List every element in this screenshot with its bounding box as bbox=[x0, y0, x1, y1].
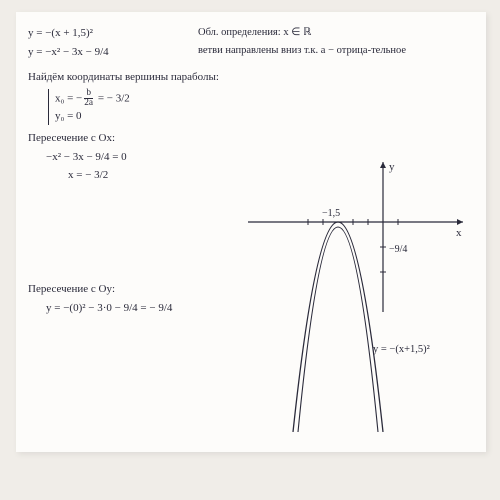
vertex-y0: y₀ = 0 bbox=[55, 108, 474, 125]
vertex-title: Найдём координаты вершины параболы: bbox=[28, 70, 474, 85]
parabola-graph: y x −1,5 −9/4 y = −(x+1,5)² bbox=[238, 152, 468, 432]
vertex-x0: x₀ = −b2a = − 3/2 bbox=[55, 89, 474, 109]
equation-1: y = −(x + 1,5)² bbox=[28, 26, 178, 41]
svg-text:−1,5: −1,5 bbox=[322, 208, 340, 219]
svg-text:x: x bbox=[456, 227, 462, 239]
equation-2: y = −x² − 3x − 9/4 bbox=[28, 45, 178, 60]
domain-label: Обл. определения: bbox=[198, 27, 281, 38]
oy-title: Пересечение с Oy: bbox=[28, 282, 228, 297]
domain-value: x ∈ ℝ bbox=[283, 27, 311, 38]
oy-eq: y = −(0)² − 3·0 − 9/4 = − 9/4 bbox=[46, 301, 228, 316]
vertex-system: x₀ = −b2a = − 3/2 y₀ = 0 bbox=[48, 89, 474, 125]
ox-title: Пересечение с Ox: bbox=[28, 131, 474, 146]
svg-text:y = −(x+1,5)²: y = −(x+1,5)² bbox=[373, 344, 430, 355]
domain-line: Обл. определения: x ∈ ℝ bbox=[198, 26, 474, 40]
svg-text:−9/4: −9/4 bbox=[389, 244, 407, 255]
branches-note: ветви направлены вниз т.к. a − отрица-те… bbox=[198, 44, 474, 58]
svg-text:y: y bbox=[389, 161, 395, 173]
